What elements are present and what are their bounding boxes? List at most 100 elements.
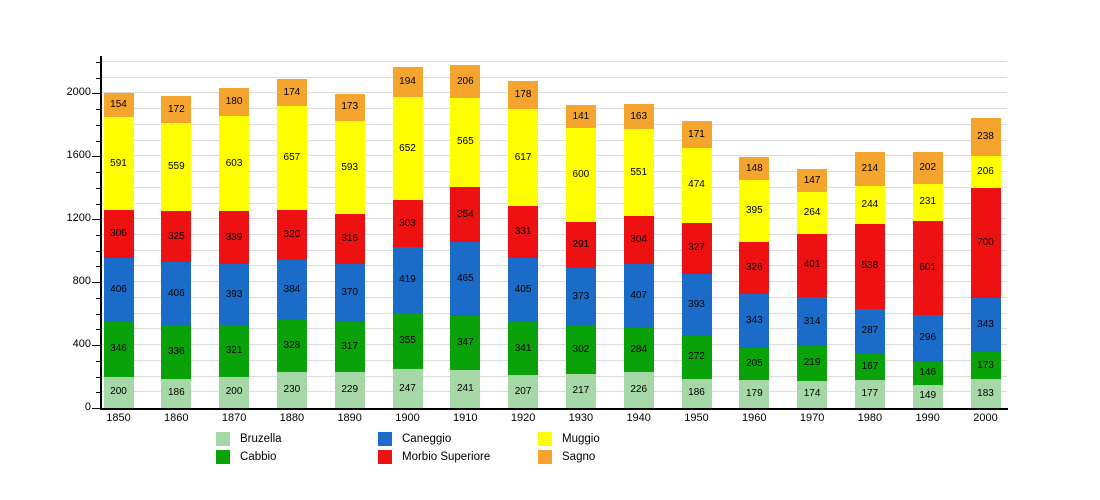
bar-value-label: 406 (110, 284, 127, 296)
bar-segment-morbio-superiore: 538 (854, 224, 885, 309)
bar-value-label: 600 (572, 168, 590, 180)
bar-value-label: 321 (225, 345, 243, 357)
bar-segment-cabbio: 341 (508, 321, 539, 376)
bar-segment-morbio-superiore: 601 (912, 220, 943, 316)
bar-segment-cabbio: 173 (970, 352, 1001, 380)
bar-value-label: 331 (514, 226, 532, 238)
y-tick (96, 77, 100, 79)
y-tick-label: 0 (84, 401, 91, 413)
gridline-2000 (101, 92, 1007, 94)
bar-value-label: 186 (688, 387, 705, 399)
bar-segment-caneggio: 406 (103, 258, 134, 323)
bar-value-label: 264 (803, 206, 821, 218)
bar-value-label: 559 (167, 160, 185, 172)
bar-value-label: 180 (225, 95, 243, 107)
bar-value-label: 320 (283, 228, 301, 240)
bar-value-label: 465 (456, 272, 474, 284)
bar-value-label: 370 (341, 287, 359, 299)
bar-segment-muggio: 395 (739, 180, 770, 243)
gridline-100 (101, 391, 1007, 393)
bar-value-label: 346 (110, 343, 127, 355)
bar-value-label: 214 (861, 162, 879, 174)
bar-value-label: 384 (283, 284, 301, 296)
bar-segment-bruzella: 177 (854, 380, 885, 408)
bar-segment-sagno: 174 (276, 78, 307, 107)
bar-segment-sagno: 202 (912, 152, 943, 185)
bar-segment-sagno: 154 (103, 92, 134, 118)
bar-value-label: 551 (630, 166, 648, 178)
bar-value-label: 406 (167, 287, 185, 299)
x-tick-label: 1990 (915, 412, 940, 424)
y-tick (96, 187, 100, 189)
gridline-300 (101, 359, 1007, 361)
x-tick-label: 1870 (221, 412, 247, 424)
legend-item-cabbio: Cabbio (216, 449, 276, 464)
bar-segment-muggio: 593 (334, 121, 365, 215)
bar-segment-muggio: 657 (276, 106, 307, 210)
legend-label: Cabbio (240, 450, 277, 463)
bar-segment-bruzella: 229 (334, 372, 365, 408)
bar-value-label: 405 (514, 283, 532, 295)
x-tick-label: 1890 (337, 412, 362, 424)
bar-segment-bruzella: 186 (161, 378, 192, 408)
legend-swatch-sagno (538, 449, 552, 464)
bar-segment-morbio-superiore: 325 (161, 210, 192, 263)
y-tick (96, 329, 100, 331)
x-tick-label: 1950 (684, 412, 709, 424)
bar-segment-muggio: 474 (681, 148, 712, 223)
bar-value-label: 147 (803, 174, 821, 186)
bar-value-label: 229 (341, 384, 359, 395)
bar-segment-morbio-superiore: 339 (219, 210, 250, 265)
y-tick (92, 156, 100, 158)
bar-segment-sagno: 180 (219, 87, 250, 117)
bar-value-label: 593 (341, 161, 359, 173)
bar-segment-muggio: 603 (219, 116, 250, 211)
bar-segment-muggio: 264 (797, 192, 828, 234)
y-tick (96, 376, 100, 378)
bar-value-label: 343 (977, 319, 994, 331)
y-tick-label: 400 (72, 338, 91, 351)
y-tick (92, 282, 100, 284)
legend-item-muggio: Muggio (538, 431, 600, 446)
x-tick-label: 2000 (973, 412, 998, 424)
y-tick (96, 360, 100, 362)
bar-value-label: 325 (167, 230, 185, 242)
bar-segment-morbio-superiore: 327 (681, 222, 712, 275)
bar-value-label: 171 (688, 128, 705, 140)
bar-segment-sagno: 173 (334, 93, 365, 121)
bar-segment-caneggio: 296 (912, 315, 943, 362)
bar-value-label: 207 (514, 385, 532, 397)
bar-segment-sagno: 206 (450, 65, 481, 98)
legend-swatch-muggio (538, 431, 552, 446)
bar-value-label: 347 (456, 336, 474, 348)
bar-value-label: 603 (225, 157, 243, 169)
bar-segment-caneggio: 343 (739, 293, 770, 348)
bar-segment-bruzella: 183 (970, 379, 1001, 408)
bar-segment-muggio: 206 (970, 155, 1001, 188)
bar-segment-cabbio: 205 (739, 347, 770, 380)
bar-value-label: 407 (630, 289, 648, 301)
y-tick-label: 2000 (66, 86, 91, 99)
bar-value-label: 202 (919, 162, 937, 174)
gridline-700 (101, 296, 1007, 298)
bar-segment-cabbio: 346 (103, 322, 134, 377)
bar-segment-bruzella: 247 (392, 369, 423, 408)
bar-value-label: 179 (745, 387, 763, 399)
bar-value-label: 163 (630, 110, 648, 122)
bar-segment-sagno: 148 (739, 157, 770, 181)
bar-value-label: 206 (977, 165, 994, 177)
bar-segment-caneggio: 343 (970, 298, 1001, 353)
y-tick-label: 1600 (66, 149, 91, 162)
y-tick-label: 800 (72, 275, 91, 288)
bar-segment-sagno: 178 (508, 81, 539, 110)
legend-label: Muggio (562, 432, 600, 445)
bar-value-label: 247 (399, 382, 416, 394)
bar-segment-cabbio: 347 (450, 315, 481, 371)
bar-value-label: 395 (745, 205, 763, 217)
bar-value-label: 149 (919, 390, 937, 402)
bar-value-label: 217 (572, 384, 590, 396)
legend-swatch-cabbio (216, 449, 230, 464)
x-tick-label: 1940 (626, 412, 651, 424)
y-tick (96, 297, 100, 299)
bar-segment-morbio-superiore: 304 (623, 215, 654, 264)
